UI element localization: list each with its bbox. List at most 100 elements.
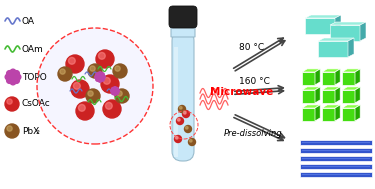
Polygon shape xyxy=(305,18,335,34)
Circle shape xyxy=(5,74,11,80)
Polygon shape xyxy=(302,87,320,90)
FancyBboxPatch shape xyxy=(171,27,195,37)
Circle shape xyxy=(105,102,112,109)
Circle shape xyxy=(98,72,102,76)
Polygon shape xyxy=(315,87,320,103)
Polygon shape xyxy=(355,105,360,121)
Polygon shape xyxy=(302,108,315,121)
Polygon shape xyxy=(342,72,355,85)
Polygon shape xyxy=(318,41,348,57)
Circle shape xyxy=(101,75,105,79)
Circle shape xyxy=(74,82,80,89)
Polygon shape xyxy=(342,90,355,103)
Circle shape xyxy=(178,105,186,112)
Polygon shape xyxy=(335,69,340,85)
Circle shape xyxy=(7,99,12,104)
Circle shape xyxy=(116,91,118,94)
Polygon shape xyxy=(342,69,360,72)
FancyBboxPatch shape xyxy=(174,47,178,157)
Text: OAm: OAm xyxy=(22,44,44,53)
Circle shape xyxy=(10,74,16,80)
Circle shape xyxy=(88,91,93,96)
Polygon shape xyxy=(302,142,370,143)
Circle shape xyxy=(5,124,19,138)
Circle shape xyxy=(114,90,117,92)
Circle shape xyxy=(37,28,153,144)
Polygon shape xyxy=(342,108,355,121)
Circle shape xyxy=(113,87,117,90)
Polygon shape xyxy=(335,15,341,34)
Polygon shape xyxy=(322,90,335,103)
Circle shape xyxy=(113,64,127,78)
Polygon shape xyxy=(305,15,341,18)
Polygon shape xyxy=(342,87,360,90)
Polygon shape xyxy=(315,69,320,85)
Circle shape xyxy=(186,126,188,129)
Circle shape xyxy=(76,102,94,120)
FancyBboxPatch shape xyxy=(169,6,197,28)
Circle shape xyxy=(10,79,16,85)
Circle shape xyxy=(111,91,115,94)
Circle shape xyxy=(113,92,117,95)
Polygon shape xyxy=(300,147,372,153)
Circle shape xyxy=(60,69,65,74)
Polygon shape xyxy=(302,166,370,167)
Text: Pre-dissolving: Pre-dissolving xyxy=(224,129,282,138)
Circle shape xyxy=(90,66,95,71)
Circle shape xyxy=(176,136,178,139)
Polygon shape xyxy=(318,38,354,41)
Polygon shape xyxy=(315,105,320,121)
Circle shape xyxy=(7,71,12,76)
Polygon shape xyxy=(348,38,354,57)
Circle shape xyxy=(68,57,75,64)
Circle shape xyxy=(189,139,195,146)
Circle shape xyxy=(71,80,89,98)
Circle shape xyxy=(111,89,114,93)
Circle shape xyxy=(100,73,104,77)
Circle shape xyxy=(117,91,122,96)
Text: TOPO: TOPO xyxy=(22,73,47,81)
Circle shape xyxy=(96,73,100,77)
Polygon shape xyxy=(300,163,372,169)
Circle shape xyxy=(95,75,99,79)
Polygon shape xyxy=(322,69,340,72)
Text: PbX: PbX xyxy=(22,126,39,136)
Polygon shape xyxy=(322,87,340,90)
Polygon shape xyxy=(330,22,366,25)
Circle shape xyxy=(101,75,119,93)
Circle shape xyxy=(78,105,85,111)
Circle shape xyxy=(189,139,192,142)
Text: OA: OA xyxy=(22,16,35,26)
Polygon shape xyxy=(360,22,366,41)
Text: CsOAc: CsOAc xyxy=(22,99,51,108)
Circle shape xyxy=(184,125,192,132)
Polygon shape xyxy=(302,72,315,85)
Polygon shape xyxy=(302,105,320,108)
Circle shape xyxy=(96,50,114,68)
Circle shape xyxy=(100,77,104,81)
Polygon shape xyxy=(302,69,320,72)
Circle shape xyxy=(116,88,118,91)
Circle shape xyxy=(13,71,20,76)
Circle shape xyxy=(98,52,105,59)
Polygon shape xyxy=(322,108,335,121)
Polygon shape xyxy=(302,158,370,159)
Circle shape xyxy=(103,100,121,118)
Polygon shape xyxy=(300,156,372,160)
Circle shape xyxy=(7,126,12,131)
Circle shape xyxy=(183,112,186,114)
Circle shape xyxy=(96,77,100,81)
Circle shape xyxy=(7,78,12,83)
Circle shape xyxy=(88,64,102,78)
FancyBboxPatch shape xyxy=(172,31,194,161)
Polygon shape xyxy=(335,105,340,121)
Circle shape xyxy=(98,75,102,79)
Circle shape xyxy=(183,111,189,118)
Circle shape xyxy=(58,67,72,81)
Circle shape xyxy=(177,118,183,125)
Polygon shape xyxy=(355,87,360,103)
Polygon shape xyxy=(302,90,315,103)
Circle shape xyxy=(10,69,16,75)
Text: Microwave: Microwave xyxy=(210,87,273,97)
Circle shape xyxy=(180,106,182,109)
